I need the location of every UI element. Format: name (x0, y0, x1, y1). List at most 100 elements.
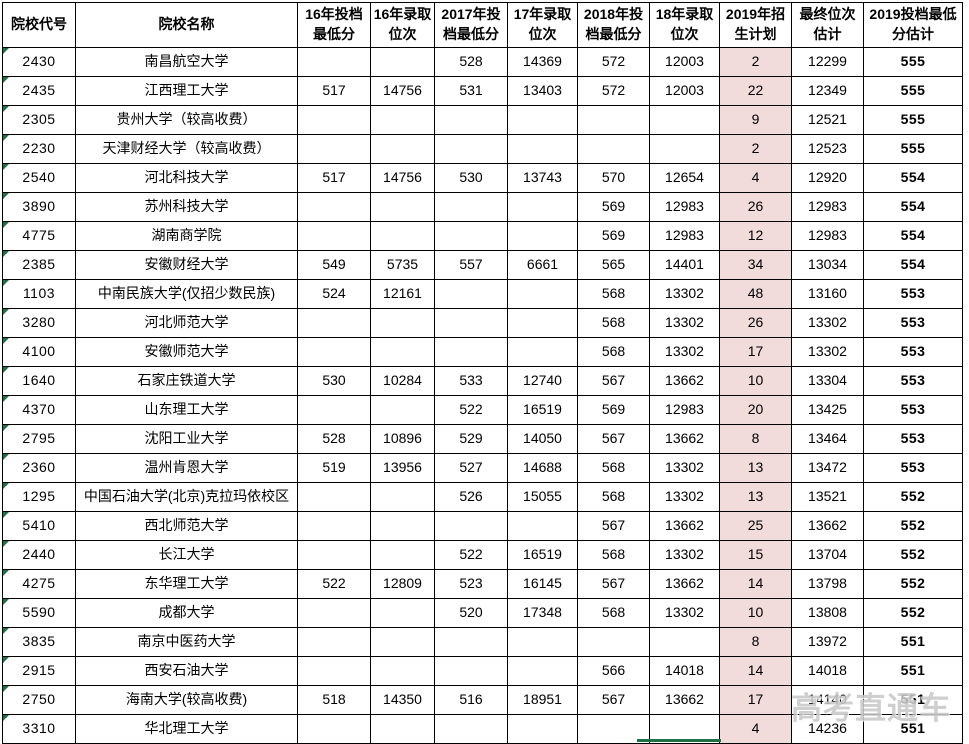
cell-code[interactable]: 3280 (2, 308, 76, 338)
cell-plan19[interactable]: 12 (719, 221, 792, 251)
cell-code[interactable]: 3890 (2, 192, 76, 222)
cell-r18[interactable]: 12003 (649, 76, 720, 106)
cell-code[interactable]: 2540 (2, 163, 76, 193)
cell-s18[interactable]: 568 (577, 598, 650, 628)
cell-code[interactable]: 1640 (2, 366, 76, 396)
cell-r17[interactable] (507, 279, 578, 309)
cell-r18[interactable] (649, 134, 720, 164)
cell-s16[interactable]: 522 (297, 569, 371, 599)
cell-name[interactable]: 东华理工大学 (75, 569, 298, 599)
cell-s17[interactable] (434, 656, 508, 686)
cell-s18[interactable]: 566 (577, 656, 650, 686)
cell-s18[interactable]: 567 (577, 366, 650, 396)
cell-s18[interactable]: 569 (577, 192, 650, 222)
cell-r17[interactable]: 13743 (507, 163, 578, 193)
cell-s18[interactable]: 565 (577, 250, 650, 280)
column-header-s17[interactable]: 2017年投档最低分 (434, 2, 508, 48)
cell-plan19[interactable]: 26 (719, 308, 792, 338)
cell-rank_est[interactable]: 13425 (791, 395, 864, 425)
column-header-code[interactable]: 院校代号 (2, 2, 76, 48)
cell-name[interactable]: 成都大学 (75, 598, 298, 628)
column-header-r17[interactable]: 17年录取位次 (507, 2, 578, 48)
cell-r18[interactable]: 13302 (649, 453, 720, 483)
cell-s18[interactable] (577, 134, 650, 164)
cell-s16[interactable]: 518 (297, 685, 371, 715)
cell-r16[interactable]: 12161 (370, 279, 435, 309)
cell-plan19[interactable]: 14 (719, 656, 792, 686)
cell-s17[interactable] (434, 105, 508, 135)
column-header-name[interactable]: 院校名称 (75, 2, 298, 48)
cell-r16[interactable] (370, 47, 435, 77)
cell-r18[interactable]: 12983 (649, 395, 720, 425)
cell-plan19[interactable]: 9 (719, 105, 792, 135)
cell-code[interactable]: 2385 (2, 250, 76, 280)
cell-s17[interactable] (434, 221, 508, 251)
column-header-plan19[interactable]: 2019年招生计划 (719, 2, 792, 48)
cell-score_est[interactable]: 553 (863, 279, 963, 309)
cell-s18[interactable] (577, 105, 650, 135)
cell-name[interactable]: 华北理工大学 (75, 714, 298, 744)
cell-r18[interactable]: 13302 (649, 337, 720, 367)
cell-r16[interactable]: 14756 (370, 76, 435, 106)
cell-s17[interactable]: 516 (434, 685, 508, 715)
cell-rank_est[interactable]: 13302 (791, 337, 864, 367)
cell-r18[interactable]: 13302 (649, 308, 720, 338)
column-header-score_est[interactable]: 2019投档最低分估计 (863, 2, 963, 48)
cell-plan19[interactable]: 17 (719, 337, 792, 367)
cell-s17[interactable]: 530 (434, 163, 508, 193)
cell-r18[interactable]: 13662 (649, 424, 720, 454)
cell-r18[interactable]: 13662 (649, 511, 720, 541)
cell-rank_est[interactable]: 14018 (791, 656, 864, 686)
cell-s18[interactable]: 572 (577, 76, 650, 106)
cell-name[interactable]: 山东理工大学 (75, 395, 298, 425)
cell-plan19[interactable]: 2 (719, 134, 792, 164)
cell-rank_est[interactable]: 13034 (791, 250, 864, 280)
column-header-s18[interactable]: 2018年投档最低分 (577, 2, 650, 48)
cell-score_est[interactable]: 553 (863, 424, 963, 454)
cell-name[interactable]: 贵州大学（较高收费） (75, 105, 298, 135)
cell-plan19[interactable]: 17 (719, 685, 792, 715)
cell-code[interactable]: 2750 (2, 685, 76, 715)
cell-name[interactable]: 长江大学 (75, 540, 298, 570)
cell-name[interactable]: 南昌航空大学 (75, 47, 298, 77)
cell-r17[interactable] (507, 656, 578, 686)
cell-r17[interactable]: 16145 (507, 569, 578, 599)
cell-plan19[interactable]: 48 (719, 279, 792, 309)
cell-name[interactable]: 天津财经大学（较高收费） (75, 134, 298, 164)
cell-s16[interactable]: 517 (297, 163, 371, 193)
cell-plan19[interactable]: 22 (719, 76, 792, 106)
cell-score_est[interactable]: 551 (863, 656, 963, 686)
cell-s17[interactable] (434, 627, 508, 657)
cell-s16[interactable] (297, 482, 371, 512)
cell-s18[interactable]: 567 (577, 569, 650, 599)
column-header-r16[interactable]: 16年录取位次 (370, 2, 435, 48)
cell-name[interactable]: 江西理工大学 (75, 76, 298, 106)
cell-plan19[interactable]: 4 (719, 714, 792, 744)
cell-rank_est[interactable]: 13798 (791, 569, 864, 599)
cell-s17[interactable] (434, 511, 508, 541)
cell-r18[interactable]: 14401 (649, 250, 720, 280)
cell-r17[interactable]: 15055 (507, 482, 578, 512)
cell-s18[interactable]: 570 (577, 163, 650, 193)
cell-s16[interactable] (297, 192, 371, 222)
cell-s16[interactable] (297, 221, 371, 251)
cell-s18[interactable]: 568 (577, 453, 650, 483)
cell-r18[interactable]: 14018 (649, 656, 720, 686)
cell-plan19[interactable]: 10 (719, 366, 792, 396)
cell-s16[interactable]: 519 (297, 453, 371, 483)
cell-score_est[interactable]: 555 (863, 47, 963, 77)
cell-plan19[interactable]: 25 (719, 511, 792, 541)
cell-rank_est[interactable]: 12349 (791, 76, 864, 106)
cell-r17[interactable] (507, 192, 578, 222)
cell-score_est[interactable]: 552 (863, 511, 963, 541)
cell-r17[interactable]: 17348 (507, 598, 578, 628)
cell-plan19[interactable]: 4 (719, 163, 792, 193)
cell-plan19[interactable]: 26 (719, 192, 792, 222)
cell-s18[interactable]: 568 (577, 482, 650, 512)
cell-code[interactable]: 4100 (2, 337, 76, 367)
cell-code[interactable]: 2305 (2, 105, 76, 135)
cell-r18[interactable] (649, 627, 720, 657)
cell-score_est[interactable]: 553 (863, 395, 963, 425)
cell-s16[interactable] (297, 598, 371, 628)
cell-score_est[interactable]: 552 (863, 598, 963, 628)
